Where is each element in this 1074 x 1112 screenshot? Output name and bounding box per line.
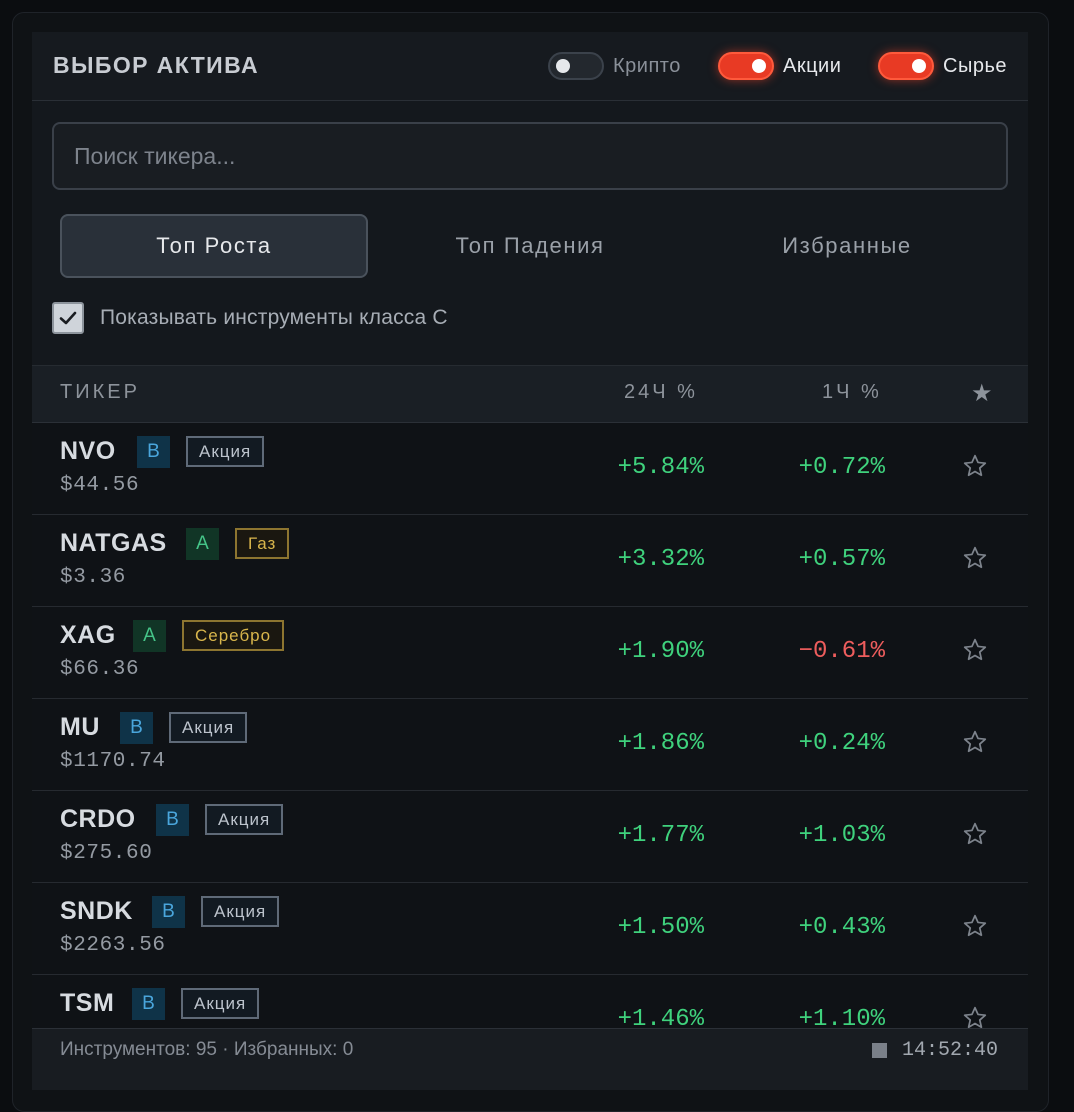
grade-badge: B bbox=[132, 988, 165, 1020]
grade-badge: B bbox=[120, 712, 153, 744]
ticker-symbol: NVO bbox=[60, 437, 116, 465]
toggle-stocks[interactable]: Акции bbox=[718, 52, 841, 80]
ticker-symbol: NATGAS bbox=[60, 529, 167, 557]
star-outline-icon[interactable] bbox=[962, 545, 988, 571]
ticker-price: $2263.56 bbox=[60, 934, 166, 957]
asset-type-tag: Акция bbox=[186, 436, 265, 467]
instrument-count: Инструментов: 95 · Избранных: 0 bbox=[60, 1039, 354, 1060]
status-footer: Инструментов: 95 · Избранных: 0 14:52:40 bbox=[32, 1028, 1028, 1090]
change-24h: +1.86% bbox=[617, 730, 704, 757]
change-1h: +1.03% bbox=[798, 822, 885, 849]
table-row[interactable]: SNDK B Акция $2263.56 +1.50% +0.43% bbox=[32, 883, 1028, 975]
ticker-price: $44.56 bbox=[60, 474, 140, 497]
tab-favorites[interactable]: Избранные bbox=[782, 233, 912, 258]
ticker-symbol: XAG bbox=[60, 621, 116, 649]
star-outline-icon[interactable] bbox=[962, 729, 988, 755]
change-1h: +0.43% bbox=[798, 914, 885, 941]
panel-header: ВЫБОР АКТИВА Крипто Акции Сырье bbox=[32, 32, 1028, 101]
status-square-icon bbox=[872, 1043, 887, 1058]
column-24h-change[interactable]: 24Ч % bbox=[624, 381, 698, 403]
change-24h: +3.32% bbox=[617, 546, 704, 573]
class-c-label: Показывать инструменты класса C bbox=[100, 306, 448, 329]
toggle-crypto-label: Крипто bbox=[613, 54, 681, 77]
grade-badge: B bbox=[156, 804, 189, 836]
ticker-symbol: MU bbox=[60, 713, 100, 741]
asset-type-tag: Акция bbox=[205, 804, 284, 835]
column-1h-change[interactable]: 1Ч % bbox=[822, 381, 882, 403]
stocks-switch[interactable] bbox=[718, 52, 774, 80]
column-ticker[interactable]: ТИКЕР bbox=[60, 381, 140, 403]
change-24h: +5.84% bbox=[617, 454, 704, 481]
asset-type-tag: Серебро bbox=[182, 620, 285, 651]
class-c-checkbox[interactable] bbox=[52, 302, 84, 334]
table-header: ТИКЕР 24Ч % 1Ч % ★ bbox=[32, 365, 1028, 423]
star-outline-icon[interactable] bbox=[962, 821, 988, 847]
star-outline-icon[interactable] bbox=[962, 1005, 988, 1031]
change-1h: +0.57% bbox=[798, 546, 885, 573]
ticker-symbol: CRDO bbox=[60, 805, 136, 833]
table-row[interactable]: NATGAS A Газ $3.36 +3.32% +0.57% bbox=[32, 515, 1028, 607]
star-outline-icon[interactable] bbox=[962, 913, 988, 939]
table-row[interactable]: CRDO B Акция $275.60 +1.77% +1.03% bbox=[32, 791, 1028, 883]
switch-knob bbox=[556, 59, 570, 73]
clock-time: 14:52:40 bbox=[902, 1039, 999, 1062]
switch-knob bbox=[752, 59, 766, 73]
change-24h: +1.50% bbox=[617, 914, 704, 941]
asset-selector-panel: ВЫБОР АКТИВА Крипто Акции Сырье Топ Рост… bbox=[32, 32, 1028, 1090]
ticker-price: $66.36 bbox=[60, 658, 140, 681]
asset-type-tag: Газ bbox=[235, 528, 290, 559]
ticker-price: $275.60 bbox=[60, 842, 153, 865]
change-24h: +1.77% bbox=[617, 822, 704, 849]
checkmark-icon bbox=[59, 311, 77, 325]
tab-top-gainers[interactable]: Топ Роста bbox=[60, 214, 368, 278]
toggle-commodities-label: Сырье bbox=[943, 54, 1007, 77]
asset-type-tag: Акция bbox=[181, 988, 260, 1019]
commodities-switch[interactable] bbox=[878, 52, 934, 80]
change-1h: +0.72% bbox=[798, 454, 885, 481]
toggle-commodities[interactable]: Сырье bbox=[878, 52, 1007, 80]
change-1h: +0.24% bbox=[798, 730, 885, 757]
switch-knob bbox=[912, 59, 926, 73]
table-row[interactable]: XAG A Серебро $66.36 +1.90% −0.61% bbox=[32, 607, 1028, 699]
ticker-symbol: TSM bbox=[60, 989, 115, 1017]
asset-type-tag: Акция bbox=[169, 712, 248, 743]
ticker-list: NVO B Акция $44.56 +5.84% +0.72% NATGAS … bbox=[32, 423, 1028, 1067]
star-outline-icon[interactable] bbox=[962, 453, 988, 479]
grade-badge: A bbox=[133, 620, 166, 652]
crypto-switch[interactable] bbox=[548, 52, 604, 80]
tab-top-losers[interactable]: Топ Падения bbox=[455, 233, 605, 258]
ticker-symbol: SNDK bbox=[60, 897, 133, 925]
panel-title: ВЫБОР АКТИВА bbox=[53, 52, 259, 78]
grade-badge: B bbox=[137, 436, 170, 468]
change-24h: +1.90% bbox=[617, 638, 704, 665]
table-row[interactable]: MU B Акция $1170.74 +1.86% +0.24% bbox=[32, 699, 1028, 791]
table-row[interactable]: NVO B Акция $44.56 +5.84% +0.72% bbox=[32, 423, 1028, 515]
change-1h: −0.61% bbox=[798, 638, 885, 665]
ticker-price: $3.36 bbox=[60, 566, 127, 589]
asset-type-tag: Акция bbox=[201, 896, 280, 927]
class-c-filter[interactable]: Показывать инструменты класса C bbox=[52, 302, 448, 334]
toggle-crypto[interactable]: Крипто bbox=[548, 52, 681, 80]
grade-badge: B bbox=[152, 896, 185, 928]
star-outline-icon[interactable] bbox=[962, 637, 988, 663]
toggle-stocks-label: Акции bbox=[783, 54, 842, 77]
ticker-search-input[interactable] bbox=[52, 122, 1008, 190]
ticker-price: $1170.74 bbox=[60, 750, 166, 773]
star-filled-icon[interactable]: ★ bbox=[971, 380, 993, 407]
grade-badge: A bbox=[186, 528, 219, 560]
